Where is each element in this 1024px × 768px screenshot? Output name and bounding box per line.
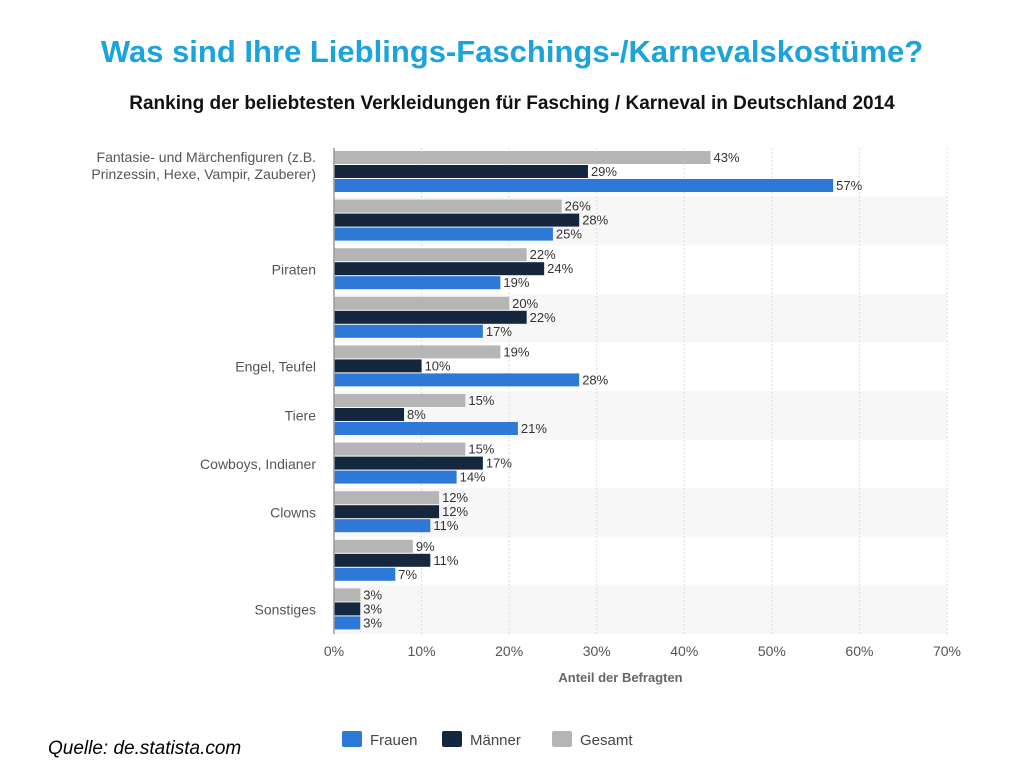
x-tick-label: 50%	[758, 643, 786, 659]
bar-männer	[334, 602, 361, 616]
bar-value-label: 17%	[486, 456, 512, 471]
bar-frauen	[334, 179, 834, 192]
bar-value-label: 28%	[582, 213, 608, 228]
x-tick-label: 20%	[495, 643, 523, 659]
category-label: Fantasie- und Märchenfiguren (z.B. Prinze…	[91, 149, 316, 182]
category-label: Clowns	[270, 505, 316, 521]
bar-männer	[334, 456, 483, 470]
bar-value-label: 29%	[591, 164, 617, 179]
category-band	[334, 585, 947, 634]
bar-frauen	[334, 470, 457, 484]
bar-value-label: 12%	[442, 504, 468, 519]
bar-value-label: 7%	[398, 567, 417, 582]
category-label-line: Cowboys, Indianer	[200, 456, 316, 472]
bar-value-label: 11%	[433, 553, 458, 568]
bar-value-label: 43%	[714, 150, 740, 165]
legend-label: Gesamt	[580, 732, 633, 749]
category-label: Tiere	[285, 407, 317, 423]
bar-männer	[334, 213, 580, 227]
bar-männer	[334, 505, 440, 519]
bar-frauen	[334, 519, 431, 533]
legend-label: Männer	[470, 732, 521, 749]
bar-gesamt	[334, 394, 466, 407]
category-label: Cowboys, Indianer	[200, 456, 316, 472]
bar-männer	[334, 165, 588, 178]
bar-value-label: 19%	[503, 344, 529, 359]
bar-männer	[334, 310, 527, 324]
bar-value-label: 19%	[503, 275, 529, 290]
bar-frauen	[334, 276, 501, 290]
x-tick-label: 70%	[933, 643, 961, 659]
x-tick-label: 30%	[583, 643, 611, 659]
category-label-line: Clowns	[270, 505, 316, 521]
bar-gesamt	[334, 248, 527, 262]
legend-swatch-männer	[442, 731, 462, 747]
category-label: Piraten	[272, 262, 316, 278]
category-label-line: Fantasie- und Märchenfiguren (z.B.	[97, 149, 316, 165]
bar-männer	[334, 408, 405, 421]
bar-frauen	[334, 422, 518, 435]
category-label-line: Tiere	[285, 407, 317, 423]
bar-value-label: 8%	[407, 407, 426, 422]
bar-gesamt	[334, 199, 562, 213]
bar-männer	[334, 553, 431, 567]
bar-frauen	[334, 227, 553, 241]
bar-value-label: 20%	[512, 296, 538, 311]
chart-title: Was sind Ihre Lieblings-Faschings-/Karne…	[100, 34, 924, 69]
bar-value-label: 3%	[363, 587, 382, 602]
bar-gesamt	[334, 588, 361, 602]
bar-gesamt	[334, 151, 711, 164]
bar-value-label: 15%	[468, 442, 494, 457]
bar-value-label: 57%	[836, 178, 862, 193]
bar-frauen	[334, 616, 361, 630]
bar-value-label: 10%	[425, 358, 451, 373]
bar-value-label: 12%	[442, 490, 468, 505]
bar-value-label: 3%	[363, 601, 382, 616]
bar-value-label: 22%	[530, 247, 556, 262]
x-tick-label: 60%	[845, 643, 873, 659]
category-label-line: Engel, Teufel	[235, 359, 316, 375]
bar-value-label: 21%	[521, 421, 547, 436]
bar-gesamt	[334, 442, 466, 456]
bar-frauen	[334, 324, 483, 338]
category-label: Sonstiges	[255, 602, 316, 618]
x-tick-label: 10%	[408, 643, 436, 659]
bar-value-label: 14%	[460, 470, 486, 485]
category-label-line: Prinzessin, Hexe, Vampir, Zauberer)	[91, 166, 316, 182]
bar-value-label: 15%	[468, 393, 494, 408]
legend-swatch-gesamt	[552, 731, 572, 747]
category-label-line: Piraten	[272, 262, 316, 278]
bar-frauen	[334, 373, 580, 387]
legend-label: Frauen	[370, 732, 418, 749]
bar-value-label: 28%	[582, 372, 608, 387]
bar-value-label: 25%	[556, 227, 582, 242]
bar-value-label: 22%	[530, 310, 556, 325]
source-note: Quelle: de.statista.com	[48, 738, 242, 759]
bar-gesamt	[334, 296, 510, 310]
bar-männer	[334, 262, 545, 276]
bar-value-label: 17%	[486, 324, 512, 339]
x-axis-title: Anteil der Befragten	[558, 670, 682, 685]
bar-value-label: 26%	[565, 199, 591, 214]
bar-value-label: 24%	[547, 261, 573, 276]
category-label: Engel, Teufel	[235, 359, 316, 375]
bar-männer	[334, 359, 422, 373]
x-tick-label: 0%	[324, 643, 344, 659]
bar-gesamt	[334, 539, 413, 553]
bar-frauen	[334, 567, 396, 581]
x-tick-label: 40%	[670, 643, 698, 659]
bar-value-label: 9%	[416, 539, 435, 554]
bar-gesamt	[334, 345, 501, 359]
bar-value-label: 3%	[363, 615, 382, 630]
legend-swatch-frauen	[342, 731, 362, 747]
bar-gesamt	[334, 491, 440, 505]
bar-value-label: 11%	[433, 518, 458, 533]
category-label-line: Sonstiges	[255, 602, 316, 618]
chart-subtitle: Ranking der beliebtesten Verkleidungen f…	[129, 93, 895, 114]
